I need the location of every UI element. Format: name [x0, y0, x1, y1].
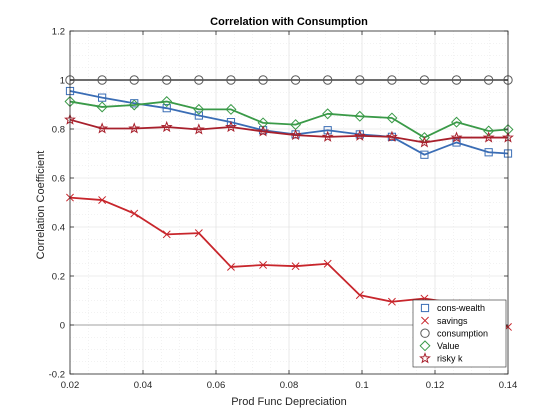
- legend-label: Value: [437, 341, 459, 351]
- legend-label: savings: [437, 316, 468, 326]
- x-tick-label: 0.04: [134, 380, 153, 391]
- legend-label: cons-wealth: [437, 303, 485, 313]
- y-tick-label: 0: [60, 321, 65, 332]
- y-tick-label: 0.2: [52, 272, 65, 283]
- x-tick-label: 0.08: [280, 380, 299, 391]
- y-tick-label: 0.6: [52, 174, 65, 185]
- legend-label: consumption: [437, 328, 488, 338]
- y-tick-label: 1: [60, 76, 65, 87]
- x-tick-label: 0.1: [355, 380, 368, 391]
- y-axis-label: Correlation Coefficient: [35, 151, 47, 260]
- x-tick-label: 0.14: [499, 380, 518, 391]
- legend-label: risky k: [437, 354, 463, 364]
- y-tick-label: 0.8: [52, 125, 65, 136]
- x-tick-label: 0.02: [61, 380, 80, 391]
- x-axis-label: Prod Func Depreciation: [231, 396, 347, 408]
- y-tick-label: 0.4: [52, 223, 65, 234]
- x-tick-label: 0.06: [207, 380, 226, 391]
- y-tick-label: 1.2: [52, 27, 65, 38]
- x-tick-label: 0.12: [426, 380, 445, 391]
- chart-title: Correlation with Consumption: [210, 16, 368, 28]
- y-tick-label: -0.2: [49, 370, 65, 381]
- legend: cons-wealth savings consumption Value risky …: [413, 300, 506, 367]
